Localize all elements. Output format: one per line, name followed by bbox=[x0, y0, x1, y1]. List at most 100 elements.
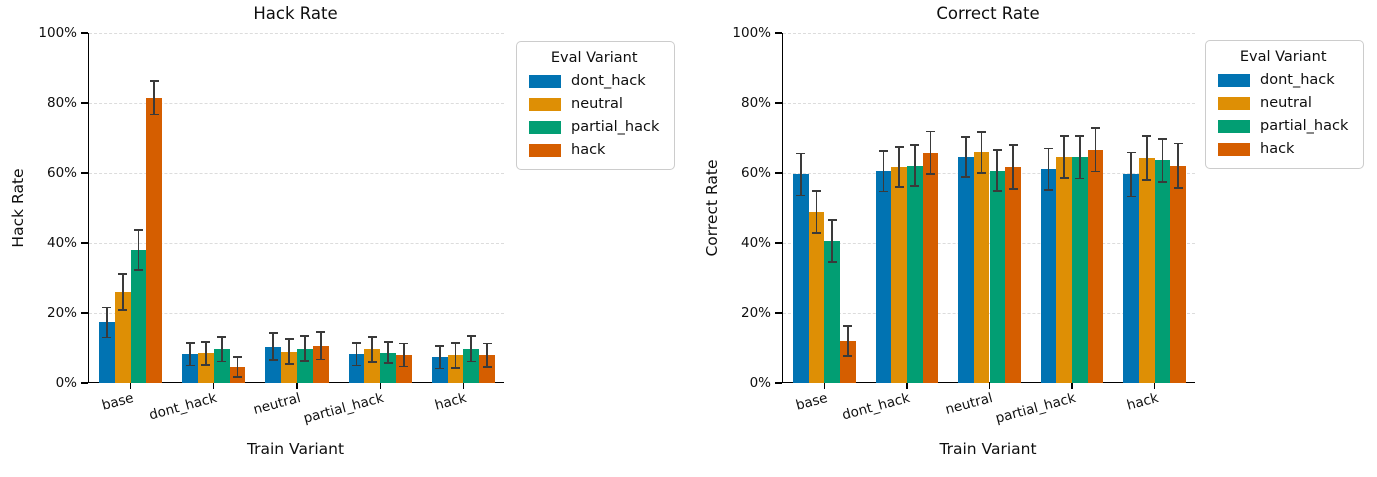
y-tick-label: 40% bbox=[46, 235, 77, 251]
bar-neutral-partial_hack bbox=[364, 349, 381, 383]
bar-dont_hack-base bbox=[792, 174, 809, 383]
chart-title: Hack Rate bbox=[253, 4, 338, 23]
y-tick-label: 80% bbox=[46, 95, 77, 111]
error-bar bbox=[913, 145, 916, 187]
error-bar bbox=[799, 153, 802, 196]
error-bar-cap bbox=[284, 338, 294, 340]
gridline bbox=[89, 243, 504, 244]
error-bar bbox=[454, 342, 457, 368]
bar-neutral-hack bbox=[1139, 157, 1155, 383]
error-bar-cap bbox=[134, 269, 143, 272]
error-bar bbox=[355, 343, 358, 366]
x-tick-label: neutral bbox=[943, 390, 995, 418]
x-tick-label: hack bbox=[1124, 390, 1160, 414]
error-bar bbox=[205, 341, 207, 365]
error-bar-cap bbox=[925, 130, 935, 133]
bar-dont_hack-partial_hack bbox=[348, 354, 365, 383]
bar-hack-dont_hack bbox=[922, 152, 939, 383]
legend-entry-label: hack bbox=[1260, 141, 1295, 157]
error-bar bbox=[137, 229, 140, 271]
y-tick-mark bbox=[81, 242, 88, 244]
error-bar-cap bbox=[811, 232, 821, 235]
bar-partial_hack-dont_hack bbox=[213, 349, 230, 383]
y-tick-mark bbox=[775, 172, 782, 174]
x-tick-label: partial_hack bbox=[301, 390, 386, 427]
error-bar-cap bbox=[383, 341, 393, 343]
error-bar-cap bbox=[118, 272, 128, 275]
error-bar-cap bbox=[1044, 188, 1054, 191]
error-bar-cap bbox=[961, 176, 971, 179]
bar-neutral-neutral bbox=[281, 351, 297, 383]
error-bar bbox=[304, 336, 306, 362]
error-bar bbox=[387, 342, 389, 364]
error-bar-cap bbox=[351, 342, 361, 344]
error-bar-cap bbox=[894, 146, 904, 148]
error-bar-cap bbox=[1126, 195, 1136, 198]
y-tick-label: 60% bbox=[46, 165, 77, 181]
error-bar-cap bbox=[1126, 151, 1136, 154]
bar-partial_hack-hack bbox=[1154, 160, 1171, 383]
x-tick-mark bbox=[379, 383, 381, 389]
error-bar bbox=[121, 273, 124, 311]
bar-hack-hack bbox=[1170, 165, 1187, 383]
error-bar-cap bbox=[351, 364, 361, 367]
error-bar-cap bbox=[268, 332, 278, 335]
error-bar bbox=[1079, 135, 1081, 179]
gridline bbox=[89, 313, 504, 314]
error-bar-cap bbox=[134, 228, 143, 231]
gridline bbox=[89, 103, 504, 104]
x-tick-label: base bbox=[794, 390, 830, 414]
x-axis-label: Train Variant bbox=[939, 440, 1037, 458]
error-bar-cap bbox=[316, 331, 326, 334]
error-bar-cap bbox=[1091, 127, 1101, 130]
legend: Eval Variant dont_hack neutral partial_hac… bbox=[516, 41, 676, 170]
error-bar-cap bbox=[843, 325, 853, 328]
error-bar bbox=[403, 343, 405, 367]
y-tick-label: 0% bbox=[749, 375, 771, 391]
legend-swatch-dont_hack bbox=[529, 74, 561, 88]
gridline bbox=[89, 33, 504, 34]
error-bar-cap bbox=[878, 150, 888, 152]
error-bar-cap bbox=[149, 113, 159, 116]
error-bar bbox=[980, 131, 983, 173]
bar-hack-neutral bbox=[1005, 167, 1021, 383]
error-bar-cap bbox=[367, 361, 377, 363]
error-bar-cap bbox=[1059, 177, 1069, 180]
error-bar-cap bbox=[284, 363, 294, 365]
error-bar bbox=[371, 336, 374, 362]
legend: Eval Variant dont_hack neutral partial_hac… bbox=[1205, 40, 1365, 169]
error-bar bbox=[831, 219, 833, 262]
bar-partial_hack-hack bbox=[463, 348, 480, 383]
legend-entry-label: dont_hack bbox=[1260, 72, 1335, 88]
bar-hack-hack bbox=[479, 355, 495, 383]
error-bar-cap bbox=[977, 130, 987, 133]
x-tick-label: dont_hack bbox=[840, 390, 913, 424]
y-tick-mark bbox=[81, 172, 88, 174]
error-bar-cap bbox=[102, 336, 112, 339]
y-tick-mark bbox=[775, 312, 782, 314]
error-bar-cap bbox=[992, 149, 1002, 151]
bar-neutral-dont_hack bbox=[197, 353, 214, 383]
legend-entry-label: hack bbox=[571, 142, 606, 158]
error-bar-cap bbox=[268, 359, 278, 361]
error-bar-cap bbox=[1075, 135, 1085, 137]
error-bar bbox=[815, 191, 818, 234]
bar-dont_hack-partial_hack bbox=[1040, 169, 1057, 383]
error-bar-cap bbox=[300, 335, 310, 337]
error-bar-cap bbox=[1158, 181, 1168, 183]
legend-swatch-neutral bbox=[1218, 96, 1250, 110]
x-tick-label: partial_hack bbox=[993, 390, 1078, 427]
error-bar-cap bbox=[399, 365, 409, 368]
y-tick-mark bbox=[775, 102, 782, 104]
legend-swatch-neutral bbox=[529, 97, 561, 111]
error-bar-cap bbox=[217, 336, 227, 338]
bar-partial_hack-neutral bbox=[297, 348, 313, 383]
bar-hack-neutral bbox=[312, 345, 329, 383]
error-bar bbox=[470, 335, 473, 362]
error-bar-cap bbox=[910, 144, 920, 146]
error-bar-cap bbox=[201, 363, 211, 366]
legend-title: Eval Variant bbox=[1239, 49, 1327, 65]
error-bar-cap bbox=[1158, 137, 1168, 140]
x-tick-mark bbox=[1154, 383, 1156, 389]
